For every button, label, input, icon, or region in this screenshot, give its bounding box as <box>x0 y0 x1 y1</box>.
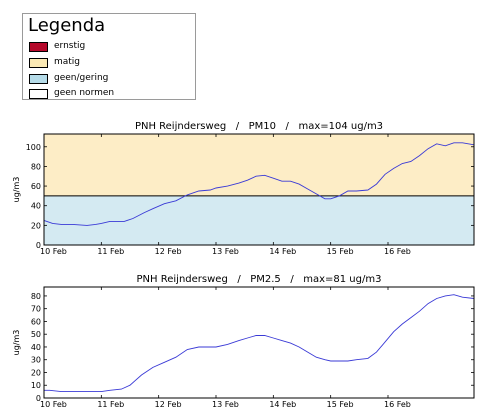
x-tick-label: 16 Feb <box>384 400 411 409</box>
x-tick-label: 13 Feb <box>212 400 239 409</box>
y-tick-label: 80 <box>31 292 41 301</box>
series-line <box>44 294 475 393</box>
legend-swatch-matig <box>29 57 48 68</box>
x-tick-label: 14 Feb <box>269 400 296 409</box>
y-tick-label: 20 <box>31 221 41 230</box>
legend-label: geen/gering <box>54 73 109 83</box>
legend-item-geen-gering: geen/gering <box>29 72 108 85</box>
x-tick-label: 10 Feb <box>40 400 67 409</box>
y-tick-label: 70 <box>31 305 41 314</box>
y-axis-label: ug/m3 <box>12 330 21 356</box>
y-tick-label: 0 <box>36 241 41 250</box>
x-tick-label: 13 Feb <box>212 247 239 256</box>
x-tick-label: 15 Feb <box>327 400 354 409</box>
x-tick-label: 12 Feb <box>155 247 182 256</box>
legend-swatch-ernstig <box>29 41 48 52</box>
chart-title: PNH Reijndersweg / PM10 / max=104 ug/m3 <box>135 121 383 132</box>
plot-frame <box>43 286 475 399</box>
y-tick-label: 100 <box>26 143 41 152</box>
legend-item-geen-normen: geen normen <box>29 87 114 100</box>
y-tick-label: 20 <box>31 368 41 377</box>
legend-item-matig: matig <box>29 56 80 69</box>
legend-label: geen normen <box>54 88 115 98</box>
pm10-chart: 0 20 40 60 80 100 10 Feb 11 Feb 12 Feb 13 Feb 14 F… <box>12 121 475 256</box>
x-tick-label: 10 Feb <box>40 247 67 256</box>
plot-frame <box>43 133 475 246</box>
pm25-chart: 0 10 20 30 40 50 60 70 80 10 Feb 11 Feb 12 Feb 13 Fe… <box>12 274 475 409</box>
legend-swatch-geen-normen <box>29 88 48 99</box>
legend-label: ernstig <box>54 41 86 51</box>
legend: Legenda ernstig matig geen/gering geen n… <box>22 13 196 100</box>
x-tick-label: 11 Feb <box>97 400 124 409</box>
y-tick-label: 50 <box>31 330 41 339</box>
y-tick-label: 40 <box>31 343 41 352</box>
y-tick-label: 80 <box>31 162 41 171</box>
chart-title: PNH Reijndersweg / PM2.5 / max=81 ug/m3 <box>137 274 382 285</box>
band-0 <box>44 195 474 245</box>
legend-label: matig <box>54 57 81 67</box>
legend-swatch-geen-gering <box>29 73 48 84</box>
legend-title: Legenda <box>28 15 106 36</box>
series-line <box>43 142 475 226</box>
legend-item-ernstig: ernstig <box>29 40 85 53</box>
x-tick-label: 14 Feb <box>269 247 296 256</box>
x-tick-label: 12 Feb <box>155 400 182 409</box>
band-1 <box>44 134 474 196</box>
x-tick-label: 15 Feb <box>327 247 354 256</box>
y-axis-label: ug/m3 <box>12 177 21 203</box>
y-tick-label: 60 <box>31 317 41 326</box>
y-tick-label: 10 <box>31 381 41 390</box>
y-tick-label: 60 <box>31 182 41 191</box>
y-tick-label: 40 <box>31 202 41 211</box>
x-tick-label: 11 Feb <box>97 247 124 256</box>
x-tick-label: 16 Feb <box>384 247 411 256</box>
y-tick-label: 30 <box>31 356 41 365</box>
y-tick-label: 0 <box>36 394 41 403</box>
